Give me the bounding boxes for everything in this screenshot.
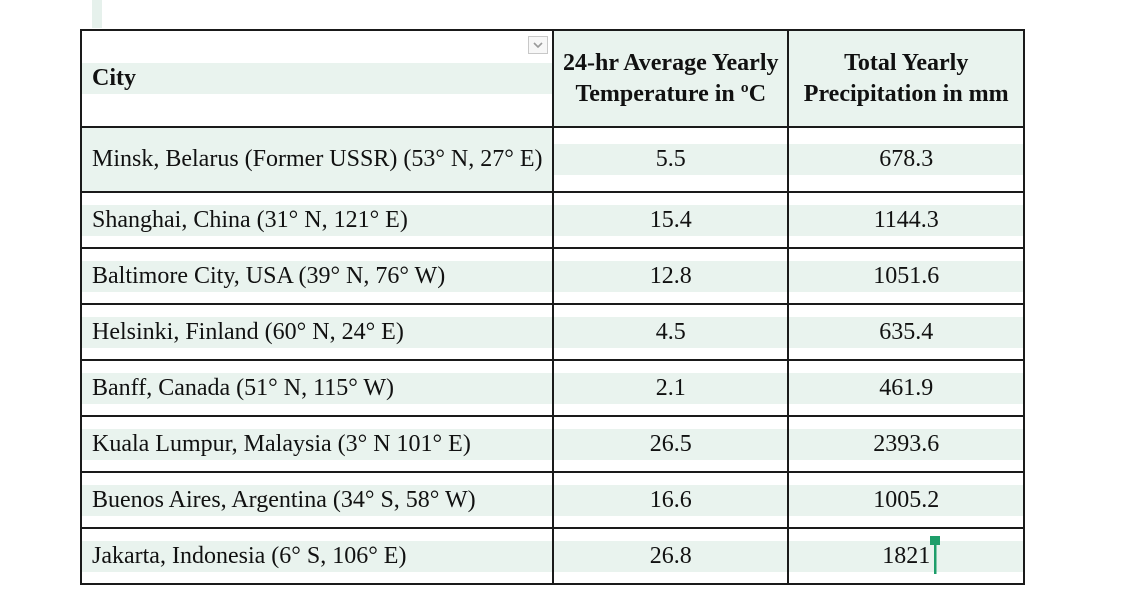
precipitation-value: 678.3 xyxy=(879,146,934,172)
chevron-down-icon[interactable] xyxy=(528,36,548,54)
precipitation-value: 461.9 xyxy=(879,374,934,401)
cell-temperature[interactable]: 4.5 xyxy=(551,303,790,361)
temperature-value: 16.6 xyxy=(649,486,692,513)
cell-precipitation[interactable]: 678.3 xyxy=(787,126,1025,193)
city-text: Jakarta, Indonesia (6° S, 106° E) xyxy=(92,542,407,569)
city-text: Shanghai, China (31° N, 121° E) xyxy=(92,206,408,233)
cell-precipitation[interactable]: 1144.3 xyxy=(787,191,1025,249)
temperature-value: 5.5 xyxy=(655,146,686,172)
table-row: Baltimore City, USA (39° N, 76° W) 12.8 … xyxy=(80,247,1025,305)
cell-temperature[interactable]: 15.4 xyxy=(551,191,790,249)
cell-temperature[interactable]: 26.5 xyxy=(551,415,790,473)
header-temperature[interactable]: 24-hr Average Yearly Temperature in ºC xyxy=(551,29,790,128)
top-accent-bar xyxy=(92,0,102,28)
temperature-value: 26.8 xyxy=(649,542,692,569)
precipitation-value: 1821 xyxy=(882,542,931,569)
city-text: Helsinki, Finland (60° N, 24° E) xyxy=(92,318,404,345)
cell-city[interactable]: Shanghai, China (31° N, 121° E) xyxy=(80,191,554,249)
cell-precipitation[interactable]: 2393.6 xyxy=(787,415,1025,473)
table-row: Jakarta, Indonesia (6° S, 106° E) 26.8 1… xyxy=(80,527,1025,585)
cell-temperature[interactable]: 2.1 xyxy=(551,359,790,417)
table-row: Shanghai, China (31° N, 121° E) 15.4 114… xyxy=(80,191,1025,249)
city-text: Buenos Aires, Argentina (34° S, 58° W) xyxy=(92,486,476,513)
table-row: Helsinki, Finland (60° N, 24° E) 4.5 635… xyxy=(80,303,1025,361)
header-precipitation-label: Total Yearly Precipitation in mm xyxy=(803,49,1009,107)
cell-city[interactable]: Helsinki, Finland (60° N, 24° E) xyxy=(80,303,554,361)
text-cursor-icon[interactable] xyxy=(930,536,941,574)
header-city[interactable]: City xyxy=(80,29,554,128)
precipitation-value: 1144.3 xyxy=(873,206,939,233)
temperature-value: 2.1 xyxy=(655,374,686,401)
cell-precipitation[interactable]: 1005.2 xyxy=(787,471,1025,529)
cell-precipitation-active[interactable]: 1821 xyxy=(787,527,1025,585)
city-text: Minsk, Belarus (Former USSR) (53° N, 27°… xyxy=(92,146,543,172)
table-row: Banff, Canada (51° N, 115° W) 2.1 461.9 xyxy=(80,359,1025,417)
cell-city[interactable]: Baltimore City, USA (39° N, 76° W) xyxy=(80,247,554,305)
cell-precipitation[interactable]: 1051.6 xyxy=(787,247,1025,305)
temperature-value: 4.5 xyxy=(655,318,686,345)
temperature-value: 12.8 xyxy=(649,262,692,289)
cell-city[interactable]: Jakarta, Indonesia (6° S, 106° E) xyxy=(80,527,554,585)
precipitation-value: 1005.2 xyxy=(873,486,940,513)
cell-temperature[interactable]: 16.6 xyxy=(551,471,790,529)
header-temperature-label: 24-hr Average Yearly Temperature in ºC xyxy=(562,49,779,107)
precipitation-value: 1051.6 xyxy=(873,262,940,289)
cell-precipitation[interactable]: 635.4 xyxy=(787,303,1025,361)
table-header-row: City 24-hr Average Yearly Temperature in… xyxy=(80,29,1025,128)
header-precipitation[interactable]: Total Yearly Precipitation in mm xyxy=(787,29,1025,128)
table-row: Kuala Lumpur, Malaysia (3° N 101° E) 26.… xyxy=(80,415,1025,473)
temperature-value: 15.4 xyxy=(649,206,692,233)
cell-city[interactable]: Minsk, Belarus (Former USSR) (53° N, 27°… xyxy=(80,126,554,193)
cell-city[interactable]: Banff, Canada (51° N, 115° W) xyxy=(80,359,554,417)
cell-temperature[interactable]: 26.8 xyxy=(551,527,790,585)
precipitation-value: 2393.6 xyxy=(873,430,940,457)
table-row: Buenos Aires, Argentina (34° S, 58° W) 1… xyxy=(80,471,1025,529)
climate-table: City 24-hr Average Yearly Temperature in… xyxy=(80,29,1025,585)
precipitation-value: 635.4 xyxy=(879,318,934,345)
header-city-label: City xyxy=(92,65,136,91)
cell-precipitation[interactable]: 461.9 xyxy=(787,359,1025,417)
cell-city[interactable]: Kuala Lumpur, Malaysia (3° N 101° E) xyxy=(80,415,554,473)
city-text: Banff, Canada (51° N, 115° W) xyxy=(92,374,395,401)
cell-temperature[interactable]: 12.8 xyxy=(551,247,790,305)
city-text: Kuala Lumpur, Malaysia (3° N 101° E) xyxy=(92,430,471,457)
city-text: Baltimore City, USA (39° N, 76° W) xyxy=(92,262,446,289)
cell-temperature[interactable]: 5.5 xyxy=(551,126,790,193)
temperature-value: 26.5 xyxy=(649,430,692,457)
cell-city[interactable]: Buenos Aires, Argentina (34° S, 58° W) xyxy=(80,471,554,529)
table-row: Minsk, Belarus (Former USSR) (53° N, 27°… xyxy=(80,126,1025,193)
